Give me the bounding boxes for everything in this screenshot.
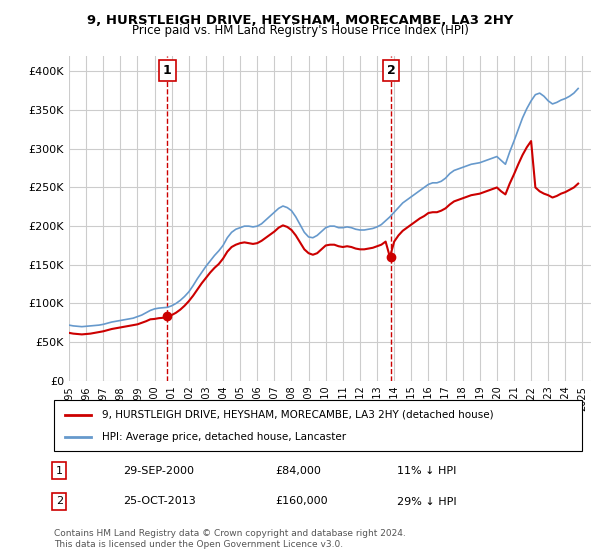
Text: 11% ↓ HPI: 11% ↓ HPI [397,465,457,475]
Text: 1: 1 [56,465,63,475]
Text: 29% ↓ HPI: 29% ↓ HPI [397,497,457,506]
Text: Price paid vs. HM Land Registry's House Price Index (HPI): Price paid vs. HM Land Registry's House … [131,24,469,36]
Text: 29-SEP-2000: 29-SEP-2000 [122,465,194,475]
Text: £84,000: £84,000 [276,465,322,475]
Text: HPI: Average price, detached house, Lancaster: HPI: Average price, detached house, Lanc… [101,432,346,442]
Text: 1: 1 [163,64,172,77]
Text: 2: 2 [56,497,63,506]
Text: 9, HURSTLEIGH DRIVE, HEYSHAM, MORECAMBE, LA3 2HY: 9, HURSTLEIGH DRIVE, HEYSHAM, MORECAMBE,… [87,14,513,27]
Text: £160,000: £160,000 [276,497,328,506]
FancyBboxPatch shape [54,400,582,451]
Text: Contains HM Land Registry data © Crown copyright and database right 2024.
This d: Contains HM Land Registry data © Crown c… [54,529,406,549]
Text: 25-OCT-2013: 25-OCT-2013 [122,497,196,506]
Text: 2: 2 [387,64,395,77]
Text: 9, HURSTLEIGH DRIVE, HEYSHAM, MORECAMBE, LA3 2HY (detached house): 9, HURSTLEIGH DRIVE, HEYSHAM, MORECAMBE,… [101,409,493,419]
